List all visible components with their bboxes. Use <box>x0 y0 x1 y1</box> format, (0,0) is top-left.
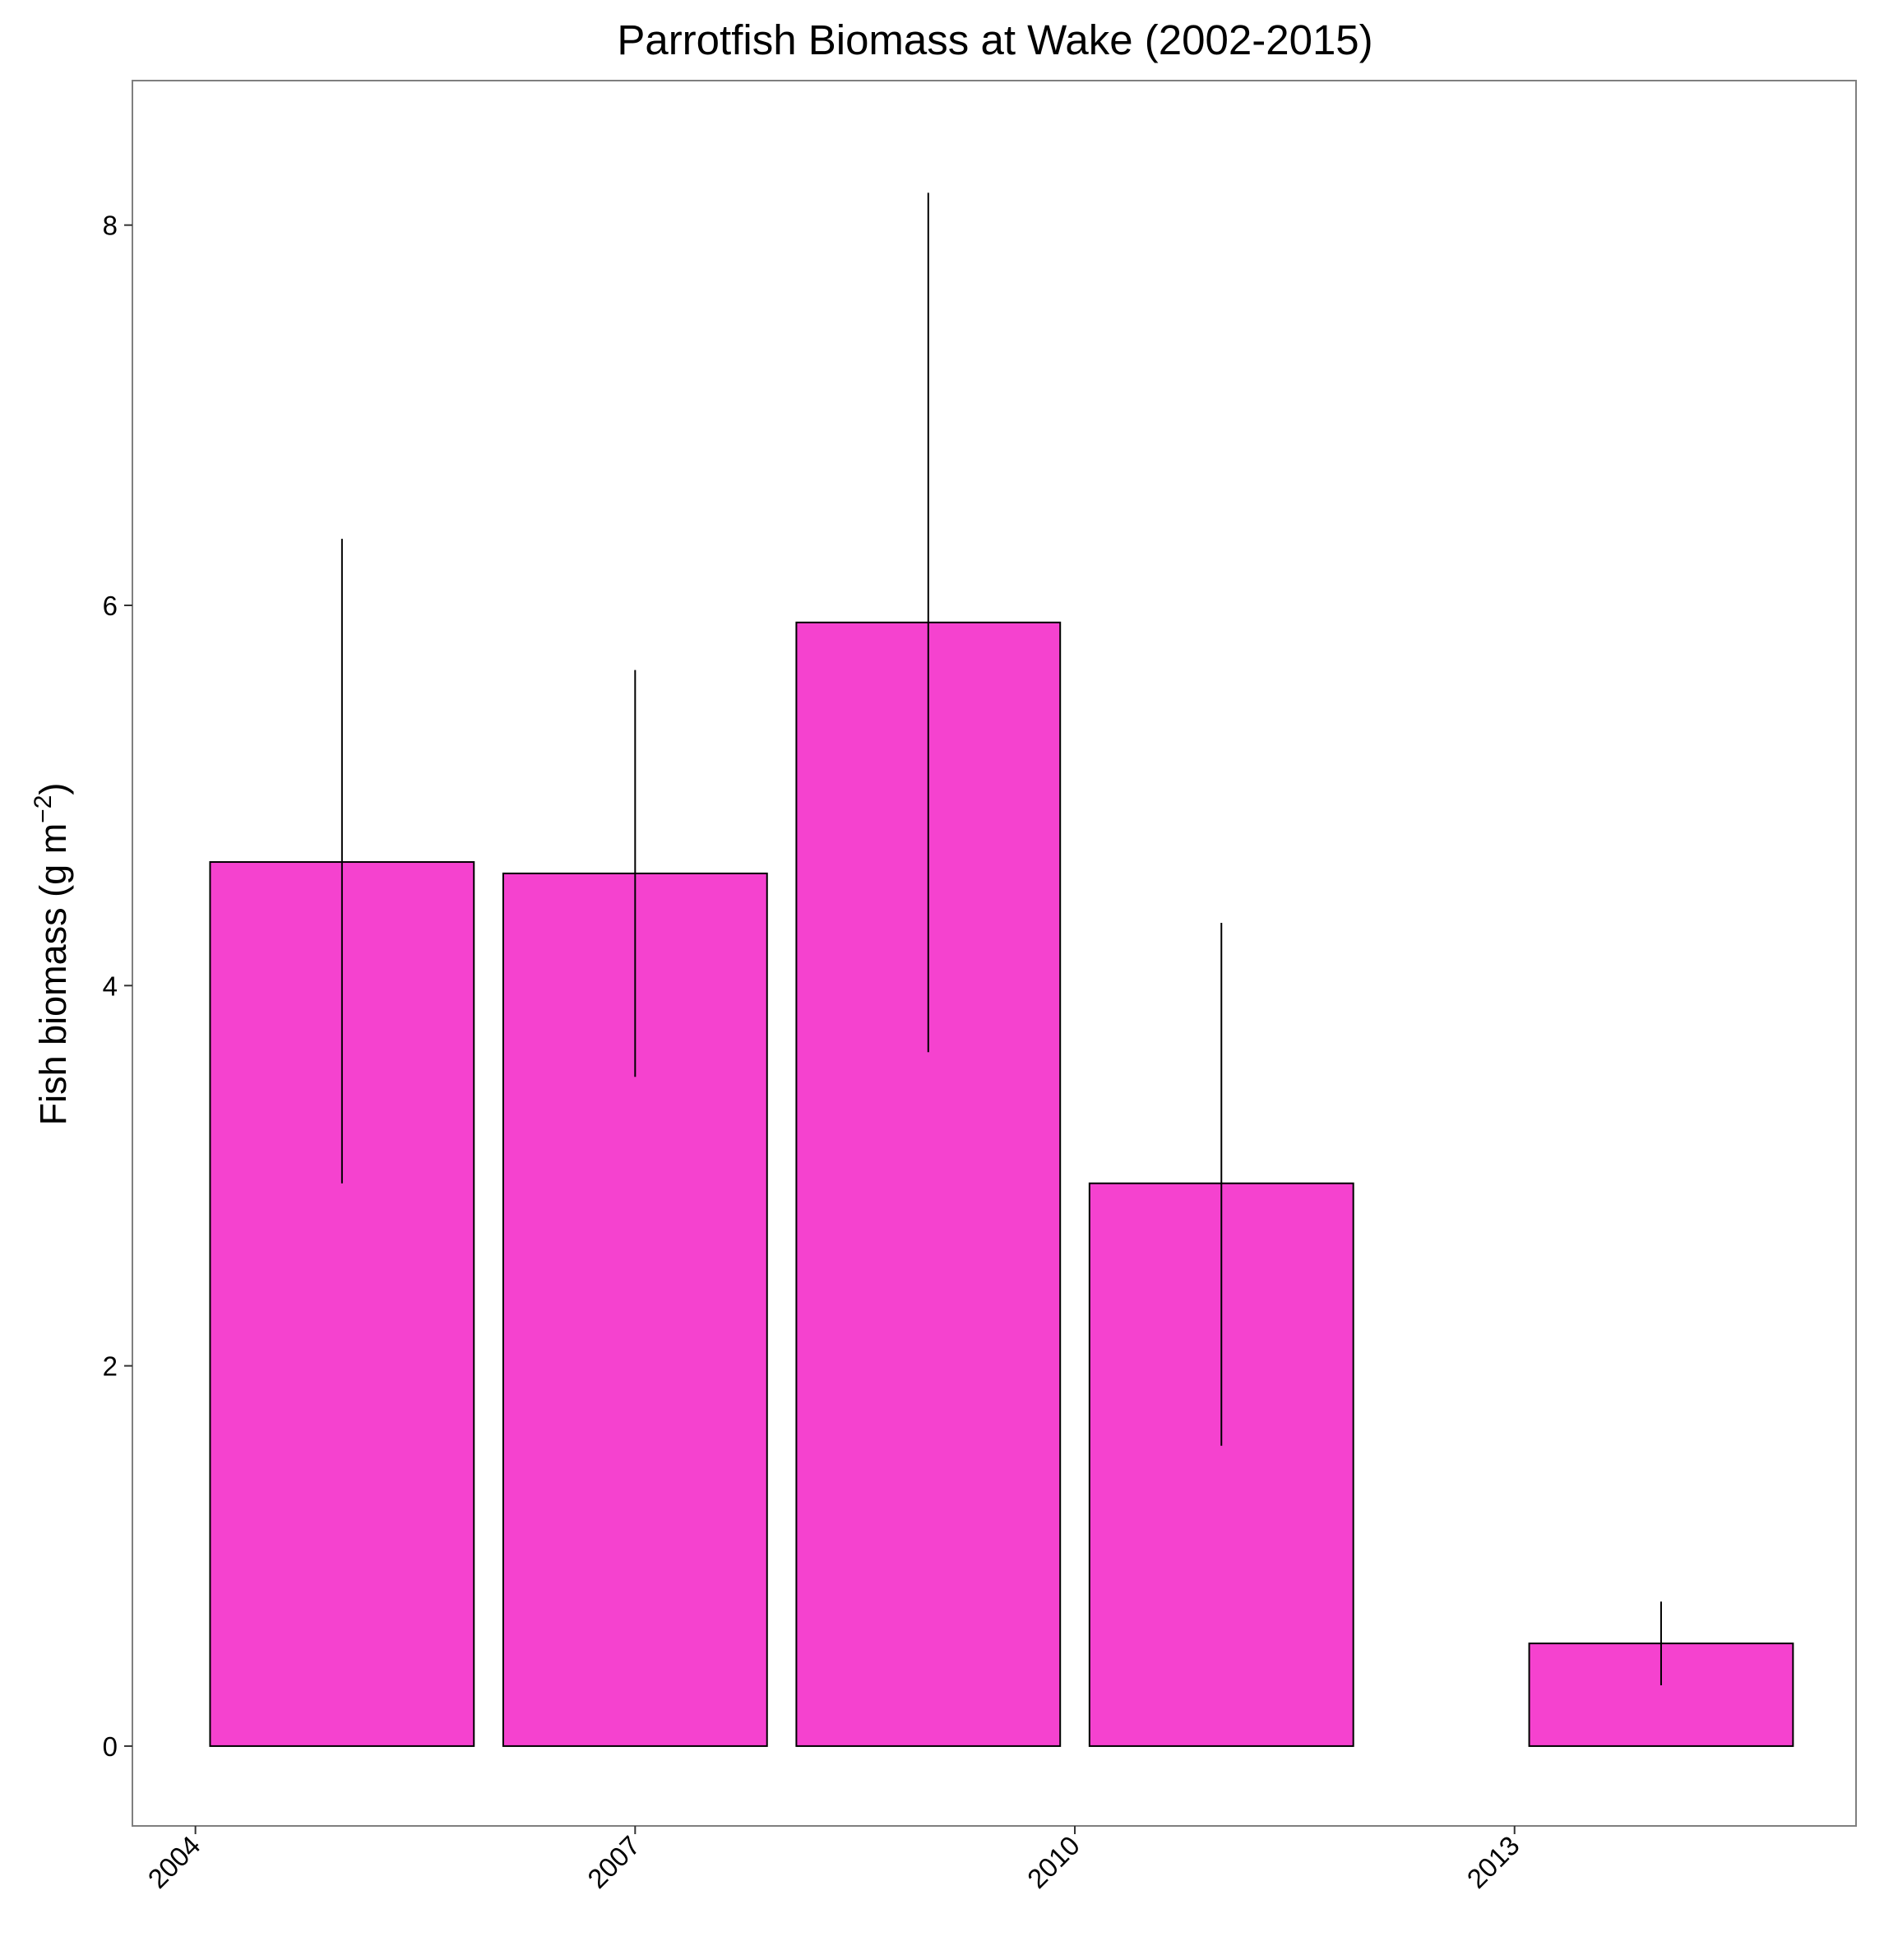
y-axis-label-superscript: −2 <box>30 795 57 823</box>
bar-5 <box>1528 1643 1794 1747</box>
y-tick-label: 2 <box>103 1351 118 1382</box>
y-tick-label: 0 <box>103 1731 118 1762</box>
chart-title: Parrotfish Biomass at Wake (2002-2015) <box>617 16 1372 63</box>
y-axis-label: Fish biomass (g m−2) <box>30 783 74 1126</box>
y-axis-label-main: Fish biomass (g m <box>32 823 74 1126</box>
y-tick-label: 8 <box>103 211 118 241</box>
y-tick-label: 6 <box>103 591 118 621</box>
y-axis: 0 2 4 6 8 <box>103 211 132 1762</box>
y-tick-label: 4 <box>103 971 118 1001</box>
errorbars-layer <box>340 192 1662 1685</box>
y-axis-label-close: ) <box>32 783 74 795</box>
